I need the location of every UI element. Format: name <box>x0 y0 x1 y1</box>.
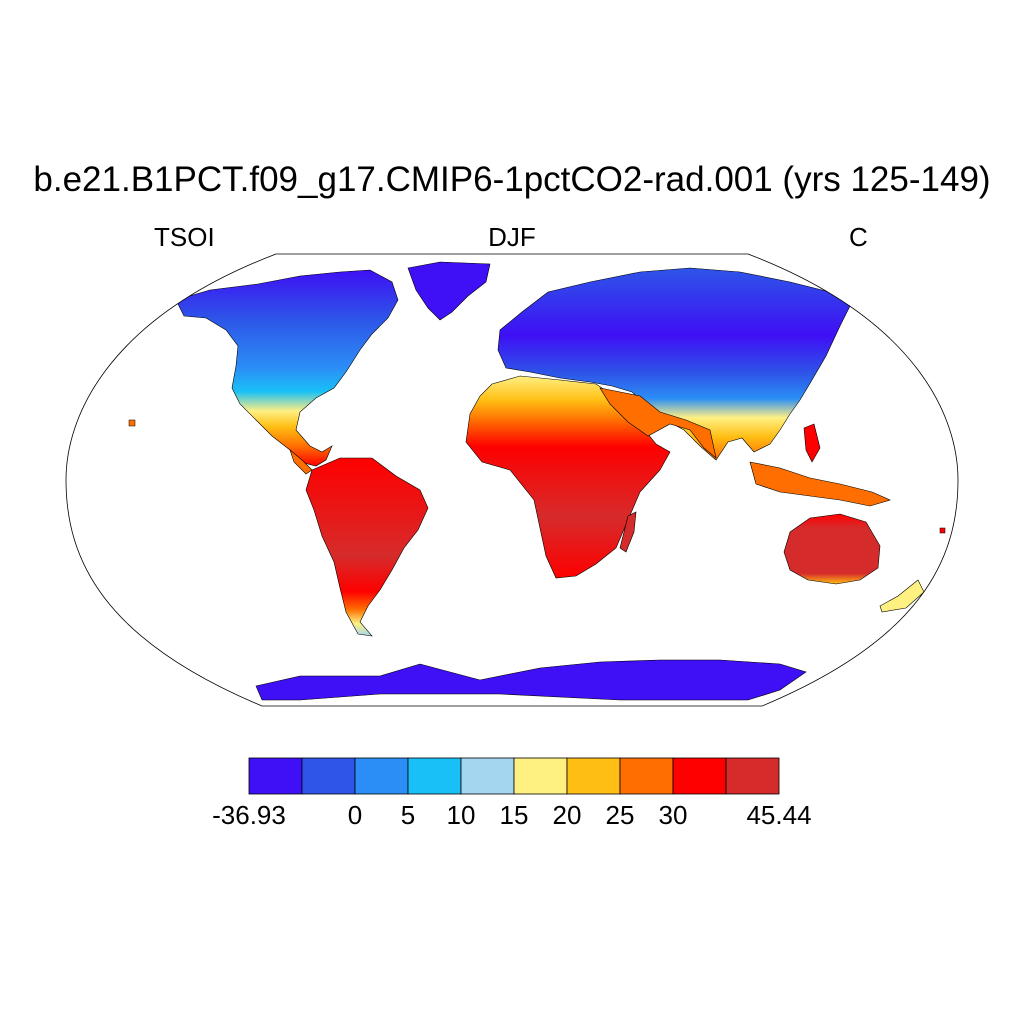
colorbar-swatch <box>460 757 515 795</box>
land-field <box>128 261 946 701</box>
australia-region <box>783 513 881 585</box>
colorbar-tick-label: 30 <box>658 800 688 830</box>
colorbar-swatch <box>513 757 568 795</box>
colorbar-tick-label: 25 <box>605 800 635 830</box>
variable-label: TSOI <box>154 222 215 252</box>
map-border <box>65 253 959 707</box>
pacific-island-region <box>939 527 946 534</box>
season-label: DJF <box>488 222 536 252</box>
colorbar-tick-label: 0 <box>347 800 363 830</box>
eurasia-region <box>497 267 851 461</box>
new-zealand-region <box>879 579 925 613</box>
antarctica-region <box>255 659 807 701</box>
colorbar-swatch <box>301 757 356 795</box>
japan-region <box>803 423 821 463</box>
colorbar-tick-label: 15 <box>499 800 529 830</box>
maritime-continent-region <box>749 461 891 507</box>
colorbar-swatch <box>407 757 462 795</box>
figure-title: b.e21.B1PCT.f09_g17.CMIP6-1pctCO2-rad.00… <box>33 160 991 199</box>
colorbar-tick-label: 10 <box>446 800 476 830</box>
central-america-region <box>289 449 313 475</box>
colorbar-swatch <box>672 757 727 795</box>
colorbar-tick-label: 20 <box>552 800 582 830</box>
colorbar-swatch <box>725 757 780 795</box>
colorbar-tick-label: 45.44 <box>746 800 812 830</box>
colorbar-tick-label: -36.93 <box>212 800 286 830</box>
madagascar-region <box>619 511 637 553</box>
south-america-region <box>305 457 429 637</box>
south-asia-region <box>599 387 717 459</box>
units-label: C <box>849 222 868 252</box>
colorbar-swatch <box>248 757 303 795</box>
colorbar-swatch <box>619 757 674 795</box>
colorbar-tick-label: 5 <box>400 800 416 830</box>
colorbar-swatch <box>354 757 409 795</box>
greenland-region <box>407 261 491 321</box>
north-america-region <box>175 269 399 467</box>
colorbar-swatch <box>566 757 621 795</box>
hawaii-region <box>128 419 136 427</box>
